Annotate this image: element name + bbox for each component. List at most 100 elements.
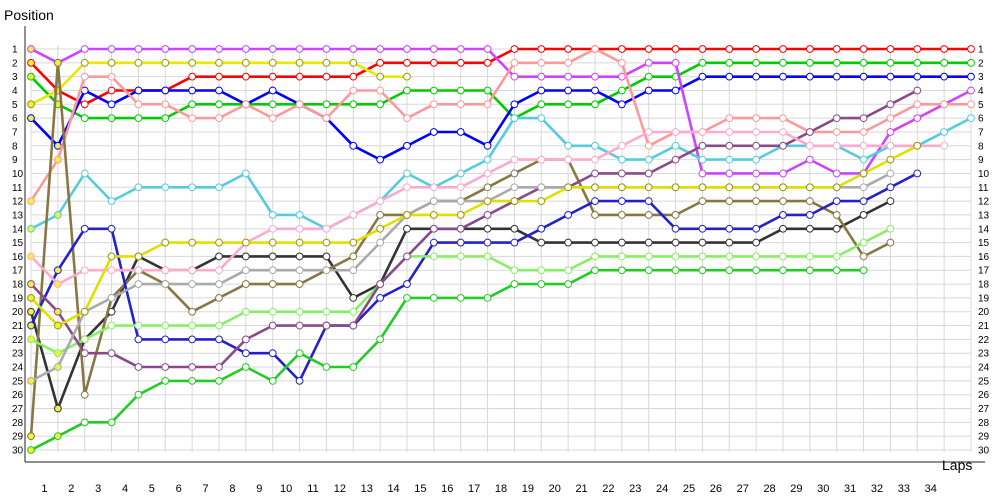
data-point <box>241 72 250 81</box>
data-point <box>779 45 787 53</box>
data-point <box>779 141 787 150</box>
data-point <box>376 45 385 53</box>
x-tick-label: 2 <box>68 483 74 495</box>
data-point <box>752 169 761 178</box>
data-point <box>886 100 895 109</box>
data-point <box>215 321 223 330</box>
data-point <box>644 266 653 275</box>
data-point <box>322 58 331 67</box>
data-point <box>483 293 492 302</box>
x-tick-label: 33 <box>898 483 910 495</box>
y-tick-label: 3 <box>12 72 18 83</box>
data-point <box>483 169 492 178</box>
data-point <box>107 45 116 53</box>
y-tick-label: 17 <box>12 266 24 277</box>
data-point <box>510 114 519 123</box>
data-point <box>698 252 707 261</box>
series-line <box>29 47 973 106</box>
data-point <box>322 224 331 233</box>
data-point <box>53 266 62 275</box>
data-point <box>725 197 734 206</box>
data-point <box>859 266 868 275</box>
data-point <box>456 128 465 136</box>
data-point <box>349 252 358 261</box>
series-10 <box>27 169 922 385</box>
data-point <box>537 114 546 123</box>
y-tick-label-right: 24 <box>978 363 990 374</box>
data-point <box>805 72 814 81</box>
data-point <box>644 128 653 136</box>
data-point <box>510 155 519 164</box>
data-point <box>591 100 599 109</box>
data-point <box>940 141 949 150</box>
data-point <box>725 128 734 136</box>
data-point <box>886 224 895 233</box>
y-tick-label-right: 13 <box>978 210 990 221</box>
data-point <box>510 100 519 109</box>
data-point <box>644 169 653 178</box>
data-point <box>215 72 223 81</box>
data-point <box>349 72 358 81</box>
data-point <box>564 86 573 95</box>
data-point <box>832 114 841 123</box>
data-point <box>322 100 331 109</box>
data-point <box>483 224 492 233</box>
data-point <box>349 293 358 302</box>
data-point <box>671 211 680 219</box>
data-point <box>967 100 975 109</box>
data-point <box>832 72 841 81</box>
data-point <box>107 100 116 109</box>
data-point <box>591 197 599 206</box>
data-point <box>671 224 680 233</box>
data-point <box>886 169 895 178</box>
data-point <box>752 224 761 233</box>
data-point <box>107 349 116 358</box>
x-tick-label: 10 <box>280 483 292 495</box>
data-point <box>617 72 626 81</box>
y-tick-label-right: 3 <box>978 72 984 83</box>
data-point <box>27 307 35 316</box>
x-tick-label: 27 <box>737 483 749 495</box>
y-tick-label-right: 30 <box>978 446 990 457</box>
data-point <box>617 100 626 109</box>
data-point <box>591 141 599 150</box>
data-point <box>725 169 734 178</box>
data-point <box>215 100 223 109</box>
x-tick-label: 22 <box>602 483 614 495</box>
data-point <box>80 390 89 399</box>
data-point <box>591 86 599 95</box>
data-point <box>215 363 223 371</box>
data-point <box>215 114 223 123</box>
data-point <box>617 86 626 95</box>
y-tick-label: 24 <box>12 363 24 374</box>
data-point <box>403 211 411 219</box>
data-point <box>429 45 438 53</box>
data-point <box>671 86 680 95</box>
data-point <box>725 224 734 233</box>
series-line <box>29 89 919 369</box>
data-point <box>215 376 223 385</box>
data-point <box>725 141 734 150</box>
y-tick-label-right: 18 <box>978 280 990 291</box>
y-tick-label: 19 <box>12 293 24 304</box>
data-point <box>134 335 143 344</box>
data-point <box>644 183 653 192</box>
x-tick-label: 11 <box>307 483 318 495</box>
data-point <box>510 197 519 206</box>
y-tick-label-right: 16 <box>978 252 990 263</box>
data-point <box>295 307 304 316</box>
data-point <box>967 86 975 95</box>
data-point <box>134 321 143 330</box>
data-point <box>322 321 331 330</box>
data-point <box>644 72 653 81</box>
data-point <box>752 155 761 164</box>
data-point <box>376 280 385 288</box>
data-point <box>779 128 787 136</box>
data-point <box>644 141 653 150</box>
data-point <box>188 238 197 247</box>
data-point <box>429 100 438 109</box>
x-tick-label: 25 <box>683 483 695 495</box>
x-tick-label: 30 <box>817 483 829 495</box>
data-point <box>27 197 35 206</box>
